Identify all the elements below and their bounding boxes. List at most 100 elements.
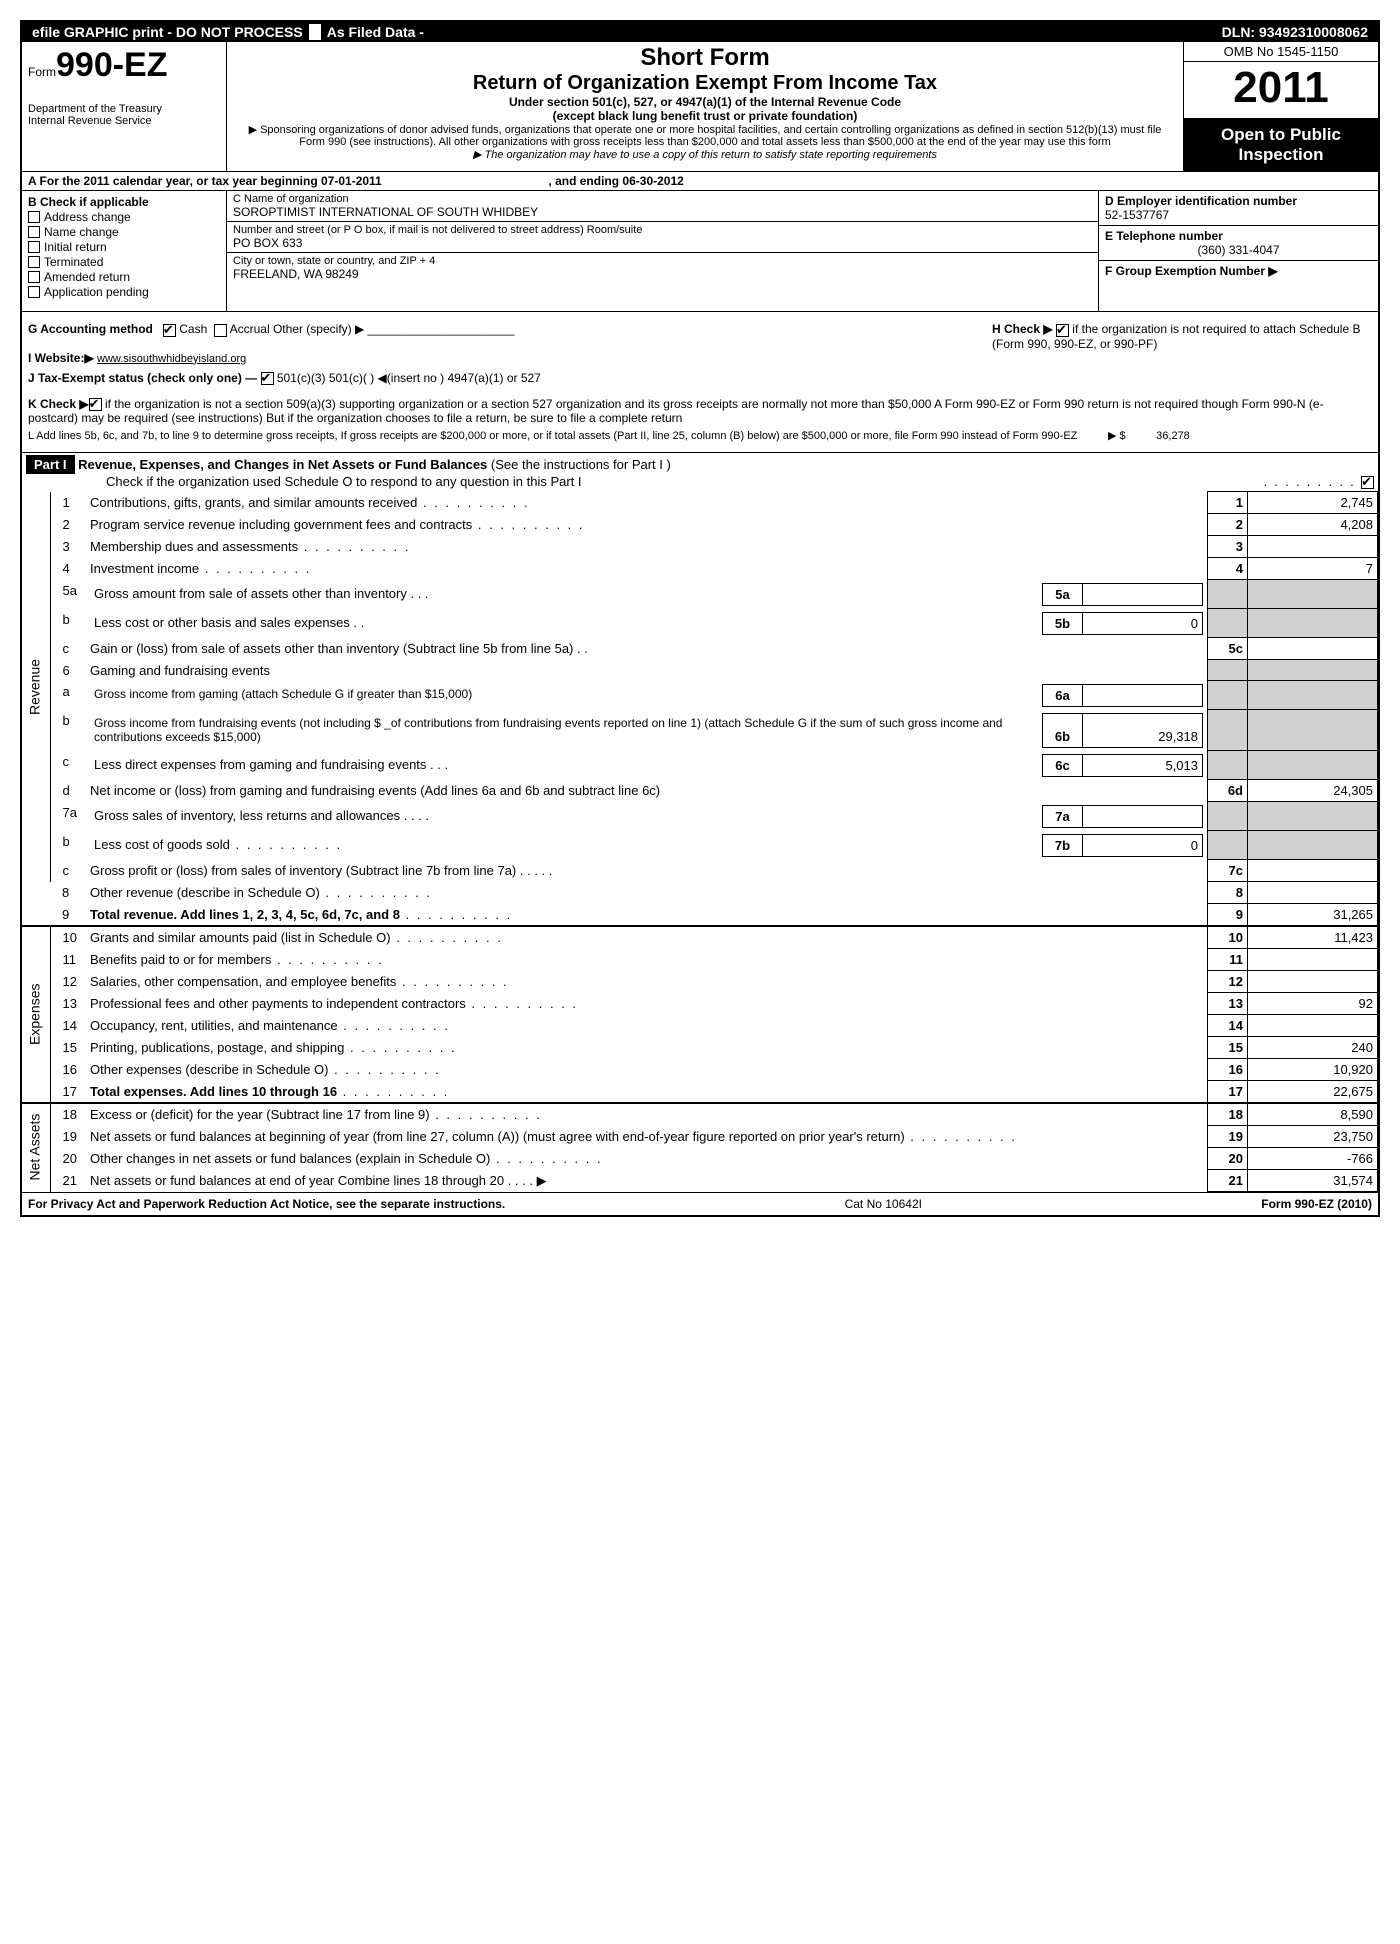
line19-value: 23,750 <box>1248 1126 1378 1148</box>
l-amount-label: ▶ $ <box>1108 430 1126 442</box>
line13-value: 92 <box>1248 993 1378 1015</box>
sub1: Under section 501(c), 527, or 4947(a)(1)… <box>235 95 1175 109</box>
ein-label: D Employer identification number <box>1105 194 1297 208</box>
form-prefix: Form <box>28 65 56 79</box>
col-def: D Employer identification number 52-1537… <box>1098 191 1378 311</box>
chk-amended[interactable] <box>28 271 40 283</box>
line9-value: 31,265 <box>1248 904 1378 927</box>
phone-label: E Telephone number <box>1105 229 1223 243</box>
part1-subtitle: (See the instructions for Part I ) <box>491 457 671 472</box>
footer-right: Form 990-EZ (2010) <box>1261 1197 1372 1211</box>
col-c: C Name of organization SOROPTIMIST INTER… <box>227 191 1098 311</box>
revenue-side-label: Revenue <box>22 492 50 882</box>
line7b-value: 0 <box>1083 834 1203 856</box>
l-text: L Add lines 5b, 6c, and 7b, to line 9 to… <box>28 430 1077 442</box>
section-bcdef: B Check if applicable Address change Nam… <box>22 191 1378 312</box>
line16-value: 10,920 <box>1248 1059 1378 1081</box>
asfiled-label: As Filed Data - <box>321 24 430 40</box>
col-b-title: B Check if applicable <box>28 195 220 209</box>
note2: ▶ The organization may have to use a cop… <box>235 148 1175 161</box>
line7a-value <box>1083 805 1203 827</box>
expenses-side-label: Expenses <box>22 926 50 1103</box>
line14-value <box>1248 1015 1378 1037</box>
line4-value: 7 <box>1248 558 1378 580</box>
tax-year: 2011 <box>1184 62 1378 119</box>
line17-value: 22,675 <box>1248 1081 1378 1104</box>
part1-header-row: Part I Revenue, Expenses, and Changes in… <box>22 453 1378 491</box>
line6b-value: 29,318 <box>1083 713 1203 747</box>
agency2: Internal Revenue Service <box>28 115 220 127</box>
l-amount: 36,278 <box>1156 430 1190 442</box>
line11-value <box>1248 949 1378 971</box>
chk-initial-return[interactable] <box>28 241 40 253</box>
line5c-value <box>1248 638 1378 660</box>
addr-label: Number and street (or P O box, if mail i… <box>233 224 1092 236</box>
revenue-table: Revenue 1Contributions, gifts, grants, a… <box>22 491 1378 1192</box>
part1-title: Revenue, Expenses, and Changes in Net As… <box>78 457 487 472</box>
i-label: I Website:▶ <box>28 351 94 365</box>
line21-value: 31,574 <box>1248 1170 1378 1192</box>
chk-pending[interactable] <box>28 286 40 298</box>
phone-value: (360) 331-4047 <box>1105 243 1372 257</box>
col-b: B Check if applicable Address change Nam… <box>22 191 227 311</box>
line6d-value: 24,305 <box>1248 780 1378 802</box>
city: FREELAND, WA 98249 <box>233 267 1092 281</box>
org-name-label: C Name of organization <box>233 193 1092 205</box>
header-right: OMB No 1545-1150 2011 Open to Public Ins… <box>1183 42 1378 171</box>
chk-k[interactable] <box>89 398 102 411</box>
line12-value <box>1248 971 1378 993</box>
chk-accrual[interactable] <box>214 324 227 337</box>
efile-label: efile GRAPHIC print - DO NOT PROCESS <box>26 24 309 40</box>
line3-value <box>1248 536 1378 558</box>
chk-schedule-o[interactable] <box>1361 476 1374 489</box>
chk-h[interactable] <box>1056 324 1069 337</box>
omb-number: OMB No 1545-1150 <box>1184 42 1378 62</box>
dln-label: DLN: 93492310008062 <box>1216 24 1374 40</box>
footer-center: Cat No 10642I <box>845 1197 922 1211</box>
top-bar: efile GRAPHIC print - DO NOT PROCESS As … <box>22 22 1378 42</box>
form-990ez: efile GRAPHIC print - DO NOT PROCESS As … <box>20 20 1380 1217</box>
h-label: H Check ▶ <box>992 322 1053 336</box>
row-a-end: , and ending 06-30-2012 <box>548 174 683 188</box>
city-label: City or town, state or country, and ZIP … <box>233 255 1092 267</box>
line5b-value: 0 <box>1083 612 1203 634</box>
short-form-title: Short Form <box>235 44 1175 72</box>
line10-value: 11,423 <box>1248 926 1378 949</box>
website-value: www.sisouthwhidbeyisland.org <box>97 353 246 365</box>
g-label: G Accounting method <box>28 322 153 336</box>
footer-row: For Privacy Act and Paperwork Reduction … <box>22 1192 1378 1215</box>
group-exemption-label: F Group Exemption Number ▶ <box>1105 264 1278 278</box>
header-left: Form990-EZ Department of the Treasury In… <box>22 42 227 171</box>
addr: PO BOX 633 <box>233 236 1092 250</box>
netassets-side-label: Net Assets <box>22 1103 50 1192</box>
j-label: J Tax-Exempt status (check only one) — <box>28 371 257 385</box>
part1-label: Part I <box>26 455 75 474</box>
k-label: K Check ▶ <box>28 397 89 411</box>
line18-value: 8,590 <box>1248 1103 1378 1126</box>
row-a: A For the 2011 calendar year, or tax yea… <box>22 172 1378 191</box>
header-center: Short Form Return of Organization Exempt… <box>227 42 1183 171</box>
main-title: Return of Organization Exempt From Incom… <box>235 72 1175 95</box>
line8-value <box>1248 882 1378 904</box>
chk-terminated[interactable] <box>28 256 40 268</box>
mid-section: G Accounting method Cash Accrual Other (… <box>22 312 1378 453</box>
open-public: Open to Public Inspection <box>1184 119 1378 171</box>
ein-value: 52-1537767 <box>1105 208 1169 222</box>
chk-cash[interactable] <box>163 324 176 337</box>
part1-checkline: Check if the organization used Schedule … <box>26 474 582 489</box>
line1-value: 2,745 <box>1248 492 1378 514</box>
line2-value: 4,208 <box>1248 514 1378 536</box>
row-a-text: A For the 2011 calendar year, or tax yea… <box>28 174 382 188</box>
header-row: Form990-EZ Department of the Treasury In… <box>22 42 1378 172</box>
line7c-value <box>1248 860 1378 882</box>
line20-value: -766 <box>1248 1148 1378 1170</box>
j-opts: 501(c)(3) 501(c)( ) ◀(insert no ) 4947(a… <box>277 371 541 385</box>
chk-address-change[interactable] <box>28 211 40 223</box>
org-name: SOROPTIMIST INTERNATIONAL OF SOUTH WHIDB… <box>233 205 1092 219</box>
chk-501c3[interactable] <box>261 372 274 385</box>
line5a-value <box>1083 583 1203 605</box>
k-text: if the organization is not a section 509… <box>28 397 1324 425</box>
line15-value: 240 <box>1248 1037 1378 1059</box>
chk-name-change[interactable] <box>28 226 40 238</box>
line6c-value: 5,013 <box>1083 754 1203 776</box>
